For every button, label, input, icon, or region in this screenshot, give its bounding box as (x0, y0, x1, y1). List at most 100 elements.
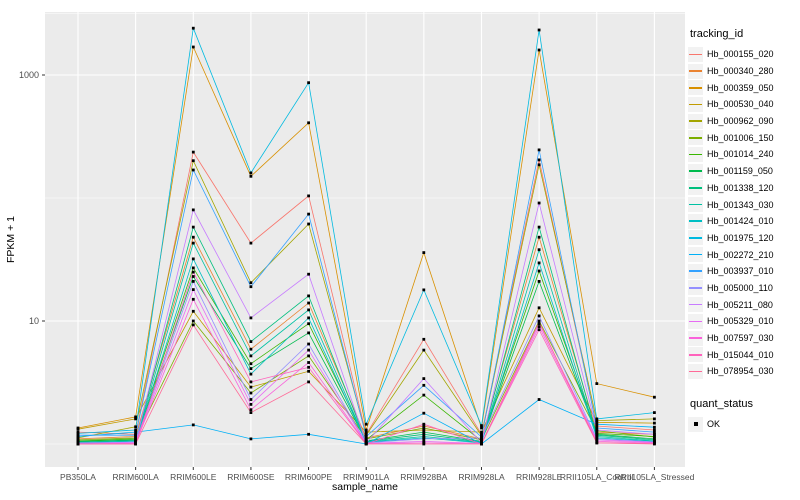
data-point (480, 430, 483, 434)
legend-item-label: Hb_001343_030 (707, 199, 774, 210)
legend-item-label: Hb_001424_010 (707, 216, 774, 227)
x-tick-label: RRIM928LE (516, 472, 563, 482)
data-point (537, 314, 541, 318)
data-point (422, 440, 426, 443)
data-point (307, 342, 310, 346)
legend-item-Hb_001343_030: Hb_001343_030 (688, 196, 774, 213)
data-point (249, 391, 253, 395)
data-point (307, 322, 310, 326)
data-point (364, 422, 368, 426)
legend-item-label: Hb_000359_050 (707, 82, 774, 93)
data-point (595, 382, 599, 385)
data-point (307, 301, 310, 305)
legend-item-Hb_001338_120: Hb_001338_120 (688, 180, 774, 197)
data-point (191, 275, 195, 278)
legend-item-label: Hb_001975_120 (707, 232, 774, 243)
legend-key-swatch (688, 297, 703, 313)
legend-key-swatch (688, 213, 703, 229)
data-point (595, 428, 599, 432)
data-point (364, 428, 368, 432)
data-point (307, 194, 310, 198)
legend-item-label: Hb_000340_280 (707, 66, 774, 77)
data-point (653, 395, 656, 399)
data-point (249, 362, 253, 366)
data-point (653, 430, 656, 434)
data-point (595, 419, 599, 422)
data-point (537, 201, 541, 205)
legend-key-swatch (688, 163, 703, 179)
data-point (191, 168, 195, 172)
data-point (249, 285, 253, 289)
data-point (191, 309, 195, 313)
data-point (537, 235, 541, 239)
data-point (307, 294, 310, 298)
data-point (480, 426, 483, 430)
data-point (422, 377, 426, 380)
data-point (480, 436, 483, 440)
data-point (422, 383, 426, 387)
x-tick-label: RRIM600LA (112, 472, 159, 482)
legend-color-line (689, 170, 702, 172)
data-point (249, 174, 253, 178)
data-point (653, 417, 656, 421)
data-point (595, 420, 599, 424)
data-point (191, 225, 195, 229)
data-point (134, 430, 137, 434)
data-point (422, 411, 426, 415)
legend-item-Hb_002272_210: Hb_002272_210 (688, 246, 774, 263)
data-point (422, 393, 426, 397)
data-point (422, 337, 426, 341)
legend-key-swatch (688, 363, 703, 379)
legend-item-Hb_001159_050: Hb_001159_050 (688, 163, 774, 180)
data-point (307, 308, 310, 312)
data-point (537, 322, 541, 326)
data-point (249, 241, 253, 245)
legend-key-swatch (688, 96, 703, 112)
legend-color-line (689, 353, 702, 356)
data-point (307, 369, 310, 373)
legend-item-label: Hb_007597_030 (707, 333, 774, 344)
chart-legend: tracking_id Hb_000155_020 Hb_000340_280 Hb… (688, 0, 800, 500)
data-point (191, 323, 195, 327)
data-point (249, 385, 253, 389)
legend-color-line (689, 70, 702, 72)
legend-quant-status: quant_status OK (688, 398, 753, 433)
legend-item-Hb_001006_150: Hb_001006_150 (688, 129, 774, 146)
legend-point-marker (693, 422, 698, 427)
data-point (480, 442, 483, 446)
legend-tracking-id: tracking_id Hb_000155_020 Hb_000340_280 Hb… (688, 28, 774, 380)
legend-key-swatch (688, 46, 703, 62)
x-tick-label: RRIM600PE (285, 472, 333, 482)
legend-key-swatch (688, 347, 703, 363)
data-point (537, 158, 541, 162)
data-point (307, 331, 310, 335)
data-point (537, 328, 541, 332)
data-point (191, 297, 195, 301)
data-point (191, 150, 195, 154)
legend-key-swatch (688, 80, 703, 96)
legend-tracking-items: Hb_000155_020 Hb_000340_280 Hb_000359_050 H… (688, 46, 774, 380)
data-point (307, 316, 310, 320)
data-point (191, 270, 195, 274)
legend-item-Hb_007597_030: Hb_007597_030 (688, 330, 774, 347)
data-point (249, 171, 253, 175)
data-point (595, 441, 599, 445)
x-tick-label: RRIM928LA (458, 472, 505, 482)
legend-key-swatch (688, 416, 703, 432)
y-axis-title: FPKM + 1 (5, 216, 17, 263)
data-point (653, 435, 656, 438)
data-point (537, 320, 541, 324)
legend-color-line (689, 187, 702, 189)
data-point (653, 428, 656, 432)
data-point (595, 422, 599, 426)
data-point (537, 225, 541, 229)
data-point (307, 212, 310, 216)
data-point (249, 367, 253, 370)
data-point (653, 411, 656, 414)
data-point (134, 428, 137, 432)
legend-key-swatch (688, 280, 703, 296)
data-point (249, 354, 253, 358)
legend-item-label: Hb_000155_020 (707, 49, 774, 60)
legend-item-label: Hb_000530_040 (707, 99, 774, 110)
